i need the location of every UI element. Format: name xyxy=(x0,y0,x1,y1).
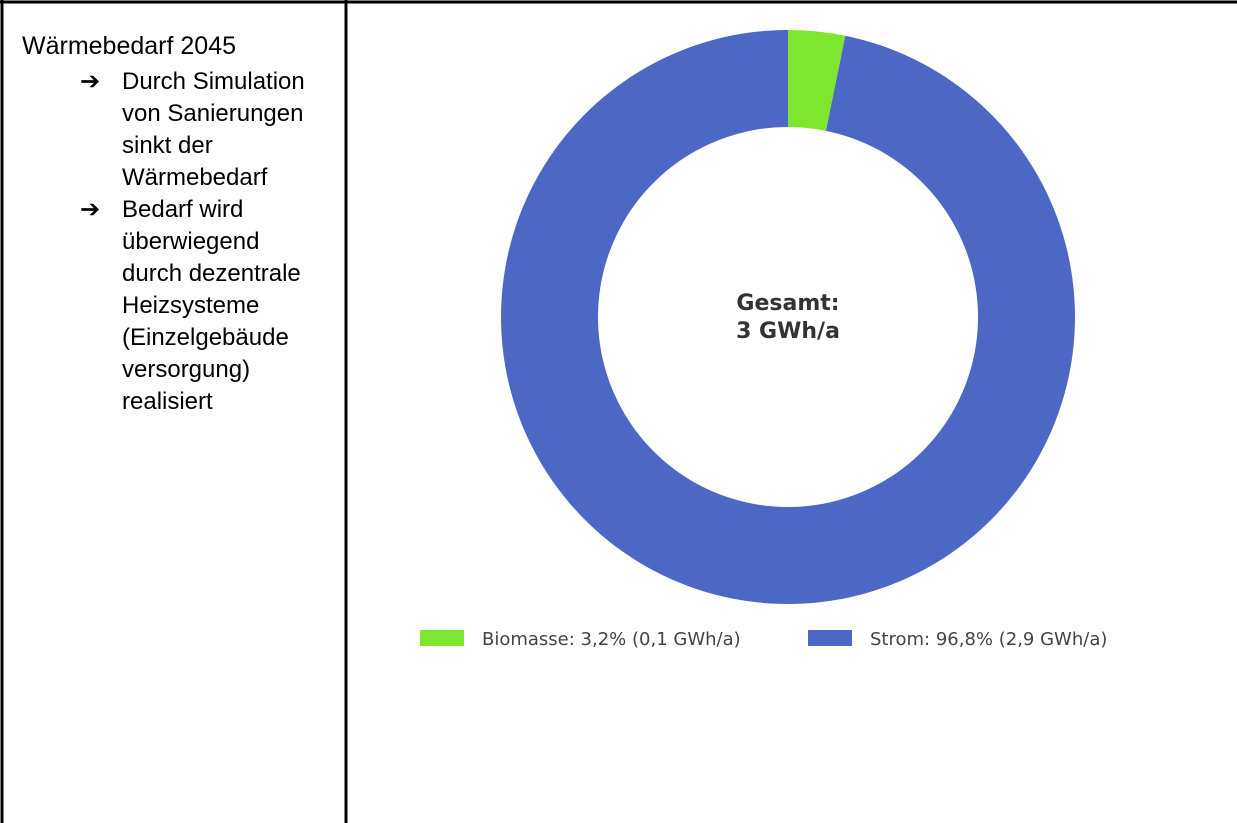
donut-segment xyxy=(500,30,1075,604)
donut-segment xyxy=(788,30,846,131)
sidebar-title: Wärmebedarf 2045 xyxy=(22,32,237,60)
center-label: 3 GWh/a xyxy=(736,319,840,344)
legend-label: Strom: 96,8% (2,9 GWh/a) xyxy=(870,629,1107,650)
center-label: Gesamt: xyxy=(736,291,839,316)
legend-swatch xyxy=(420,630,464,646)
sidebar: Wärmebedarf 2045 Durch Simulation von Sa… xyxy=(22,30,342,418)
legend-swatch xyxy=(808,630,852,646)
bullet-list: Durch Simulation von Sanierungen sinkt d… xyxy=(22,66,342,418)
legend-label: Biomasse: 3,2% (0,1 GWh/a) xyxy=(482,629,741,650)
bullet: Durch Simulation von Sanierungen sinkt d… xyxy=(22,66,322,194)
bullet: Bedarf wird überwiegend durch dezentrale… xyxy=(22,194,322,418)
